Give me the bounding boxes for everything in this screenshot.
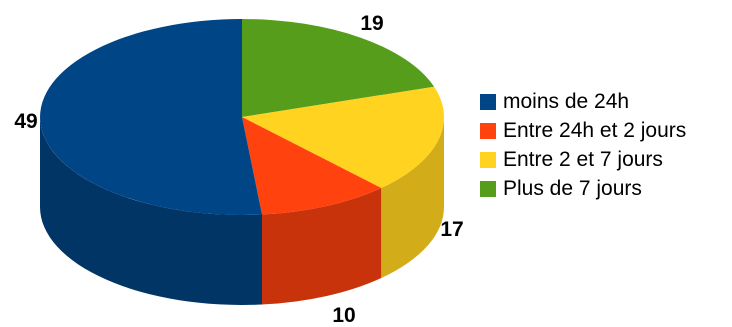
legend-swatch: [480, 151, 496, 168]
data-label-plus-de-7-jours: 19: [360, 12, 383, 35]
data-label-moins-de-24h: 49: [14, 110, 37, 133]
legend-label: Entre 24h et 2 jours: [503, 118, 687, 142]
data-labels: 19 17 10 49: [14, 12, 463, 327]
data-label-entre-24h-et-2-jours: 10: [332, 304, 355, 327]
pie-tops: [40, 19, 444, 215]
legend-item-entre-24h-et-2-jours: Entre 24h et 2 jours: [480, 116, 686, 145]
pie-slice-entre-24h-et-2-jours: [242, 117, 382, 215]
pie-side-entre-2-et-7-jours: [381, 117, 444, 278]
legend-item-moins-de-24h: moins de 24h: [480, 87, 686, 116]
legend-label: moins de 24h: [503, 89, 630, 113]
pie-sides: [40, 117, 444, 306]
legend: moins de 24h Entre 24h et 2 jours Entre …: [480, 87, 686, 203]
pie-slice-plus-de-7-jours: [242, 19, 435, 117]
pie-slice-entre-2-et-7-jours: [242, 86, 444, 188]
pie-slice-moins-de-24h: [40, 19, 263, 215]
legend-label: Entre 2 et 7 jours: [503, 147, 663, 171]
legend-label: Plus de 7 jours: [503, 176, 642, 200]
legend-swatch: [480, 93, 496, 110]
data-label-entre-2-et-7-jours: 17: [440, 218, 463, 241]
legend-swatch: [480, 180, 496, 197]
pie-side-entre-24h-et-2-jours: [262, 187, 382, 305]
legend-swatch: [480, 122, 496, 139]
legend-item-entre-2-et-7-jours: Entre 2 et 7 jours: [480, 145, 686, 174]
legend-item-plus-de-7-jours: Plus de 7 jours: [480, 174, 686, 203]
pie-side-moins-de-24h: [40, 117, 263, 306]
